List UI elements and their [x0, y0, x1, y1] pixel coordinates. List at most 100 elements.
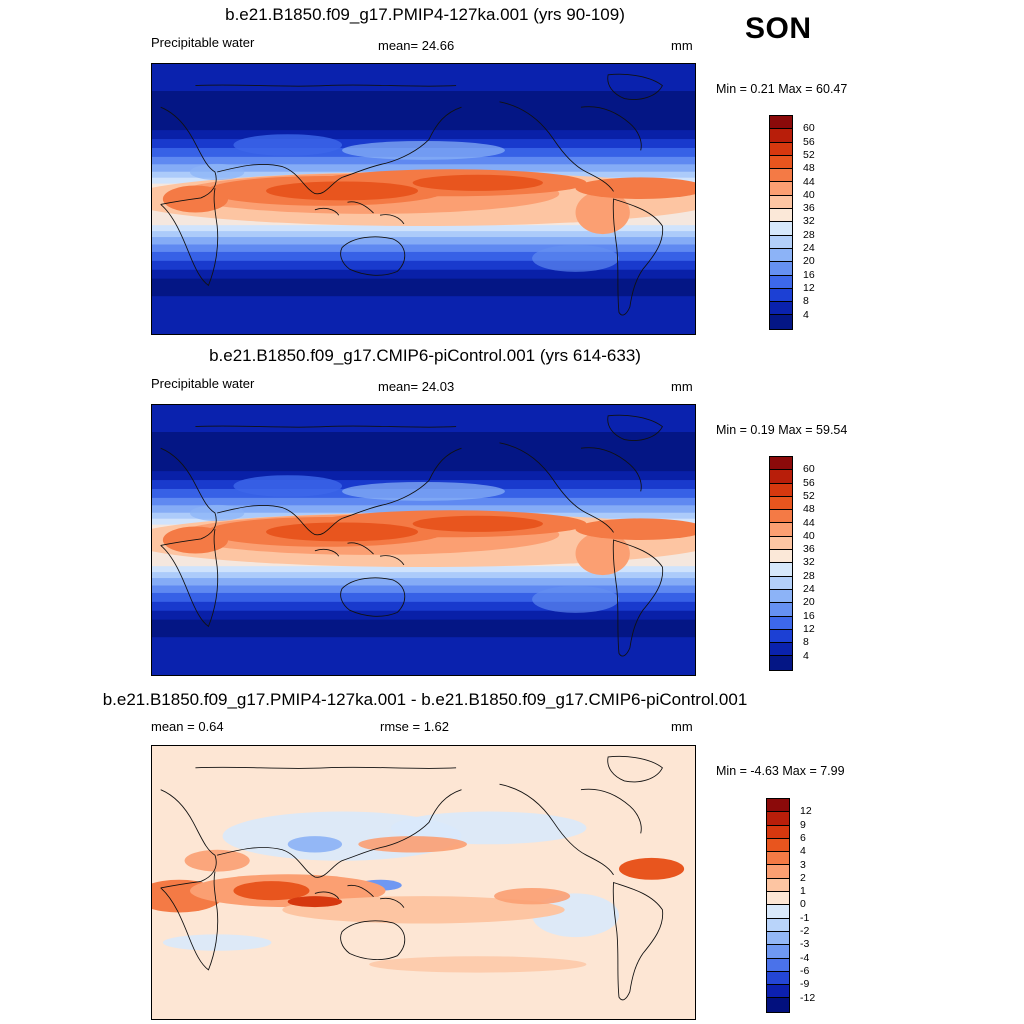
coastline: [340, 236, 406, 276]
colorbar-swatch: [767, 971, 789, 986]
coastline: [160, 106, 217, 205]
coastline: [341, 789, 462, 862]
negative-anomaly: [287, 836, 343, 853]
coastline: [195, 766, 457, 769]
colorbar-tick-label: 12: [800, 805, 812, 818]
colorbar-swatch: [767, 865, 789, 879]
coastline: [607, 73, 663, 100]
coastline: [499, 101, 614, 192]
positive-anomaly: [618, 857, 685, 880]
colorbar-tick-label: 40: [803, 188, 815, 201]
panel-2-variable-label: Precipitable water: [151, 376, 255, 391]
arctic-band: [152, 405, 695, 432]
warm-pool: [266, 181, 419, 201]
colorbar-tick-label: 36: [803, 543, 815, 556]
colorbar-swatch: [770, 470, 792, 484]
coastline: [314, 542, 405, 566]
colorbar-tick-label: 28: [803, 228, 815, 241]
southern-ocean-band: [152, 637, 695, 675]
colorbar-tick-label: 52: [803, 489, 815, 502]
positive-anomaly: [233, 881, 310, 901]
colorbar-swatch: [767, 905, 789, 919]
coastline: [160, 789, 217, 889]
colorbar-swatch: [770, 182, 792, 196]
colorbar-swatch: [770, 523, 792, 537]
colorbar-tick-label: 4: [800, 845, 806, 858]
colorbar-tick-label: 0: [800, 898, 806, 911]
colorbar-tick-label: 3: [800, 858, 806, 871]
colorbar-tick-label: 1: [800, 885, 806, 898]
colorbar-tick-label: 32: [803, 556, 815, 569]
colorbar-tick-label: 44: [803, 175, 815, 188]
dry-region: [342, 140, 505, 160]
colorbar-swatch: [770, 589, 792, 604]
colorbar-swatch: [770, 483, 792, 497]
coastline: [499, 783, 614, 876]
colorbar-swatch: [767, 799, 789, 813]
colorbar-tick-label: -3: [800, 938, 810, 951]
coastline: [607, 414, 663, 441]
panel-1-map-svg: [152, 64, 695, 334]
colorbar-tick-label: 28: [803, 569, 815, 582]
coastline: [340, 577, 406, 617]
panel-3-map-svg: [152, 746, 695, 1019]
panel-2-units: mm: [671, 379, 693, 394]
colorbar-tick-label: -6: [800, 964, 810, 977]
panel-1-minmax: Min = 0.21 Max = 60.47: [716, 82, 848, 96]
colorbar-swatch: [770, 129, 792, 143]
colorbar-swatch: [770, 235, 792, 249]
colorbar-swatch: [770, 576, 792, 590]
colorbar-swatch: [770, 288, 792, 303]
colorbar-swatch: [770, 457, 792, 471]
colorbar-swatch: [770, 616, 792, 630]
colorbar-swatch: [767, 998, 789, 1012]
colorbar-tick-label: 32: [803, 215, 815, 228]
colorbar-tick-label: 4: [803, 649, 809, 662]
panel-3-map: [151, 745, 696, 1020]
colorbar-swatch: [770, 563, 792, 577]
colorbar-tick-label: 60: [803, 122, 815, 135]
coastline: [217, 504, 343, 536]
panel-3-mean: mean = 0.64: [151, 719, 224, 734]
colorbar-swatch: [770, 496, 792, 511]
coastline: [160, 188, 219, 287]
coastline: [217, 847, 343, 878]
colorbar-tick-label: 24: [803, 583, 815, 595]
colorbar-swatch: [770, 550, 792, 564]
positive-anomaly: [287, 896, 343, 908]
negative-anomaly: [532, 893, 619, 938]
colorbar-swatch: [770, 262, 792, 276]
coastline: [612, 539, 664, 657]
colorbar-swatch: [770, 536, 792, 551]
coastline: [612, 198, 664, 316]
colorbar-tick-label: 4: [803, 308, 809, 321]
colorbar-swatch: [767, 931, 789, 946]
panel-3-title: b.e21.B1850.f09_g17.PMIP4-127ka.001 - b.…: [102, 690, 748, 709]
coastline: [580, 788, 642, 834]
panel-3-minmax: Min = -4.63 Max = 7.99: [716, 764, 845, 778]
coastline: [341, 447, 462, 519]
positive-anomaly: [184, 849, 250, 872]
arctic-band: [152, 64, 695, 91]
panel-1-colorbar: [769, 115, 793, 330]
colorbar-swatch: [770, 302, 792, 316]
positive-anomaly: [282, 896, 565, 924]
warm-pool: [266, 522, 419, 542]
coastlines: [160, 414, 664, 657]
coastline: [217, 163, 343, 195]
tibet-dry: [233, 475, 343, 497]
warm-pool: [412, 174, 543, 191]
negative-anomaly: [390, 811, 587, 845]
coastline: [499, 442, 614, 533]
coastline: [195, 84, 457, 87]
colorbar-tick-label: 16: [803, 268, 815, 281]
colorbar-tick-label: -4: [800, 951, 810, 964]
colorbar-swatch: [770, 142, 792, 156]
colorbar-tick-label: -2: [800, 925, 810, 937]
coastline: [160, 529, 219, 628]
colorbar-swatch: [767, 878, 789, 893]
colorbar-swatch: [767, 852, 789, 866]
colorbar-swatch: [767, 892, 789, 906]
colorbar-swatch: [767, 958, 789, 972]
panel-3-units: mm: [671, 719, 693, 734]
